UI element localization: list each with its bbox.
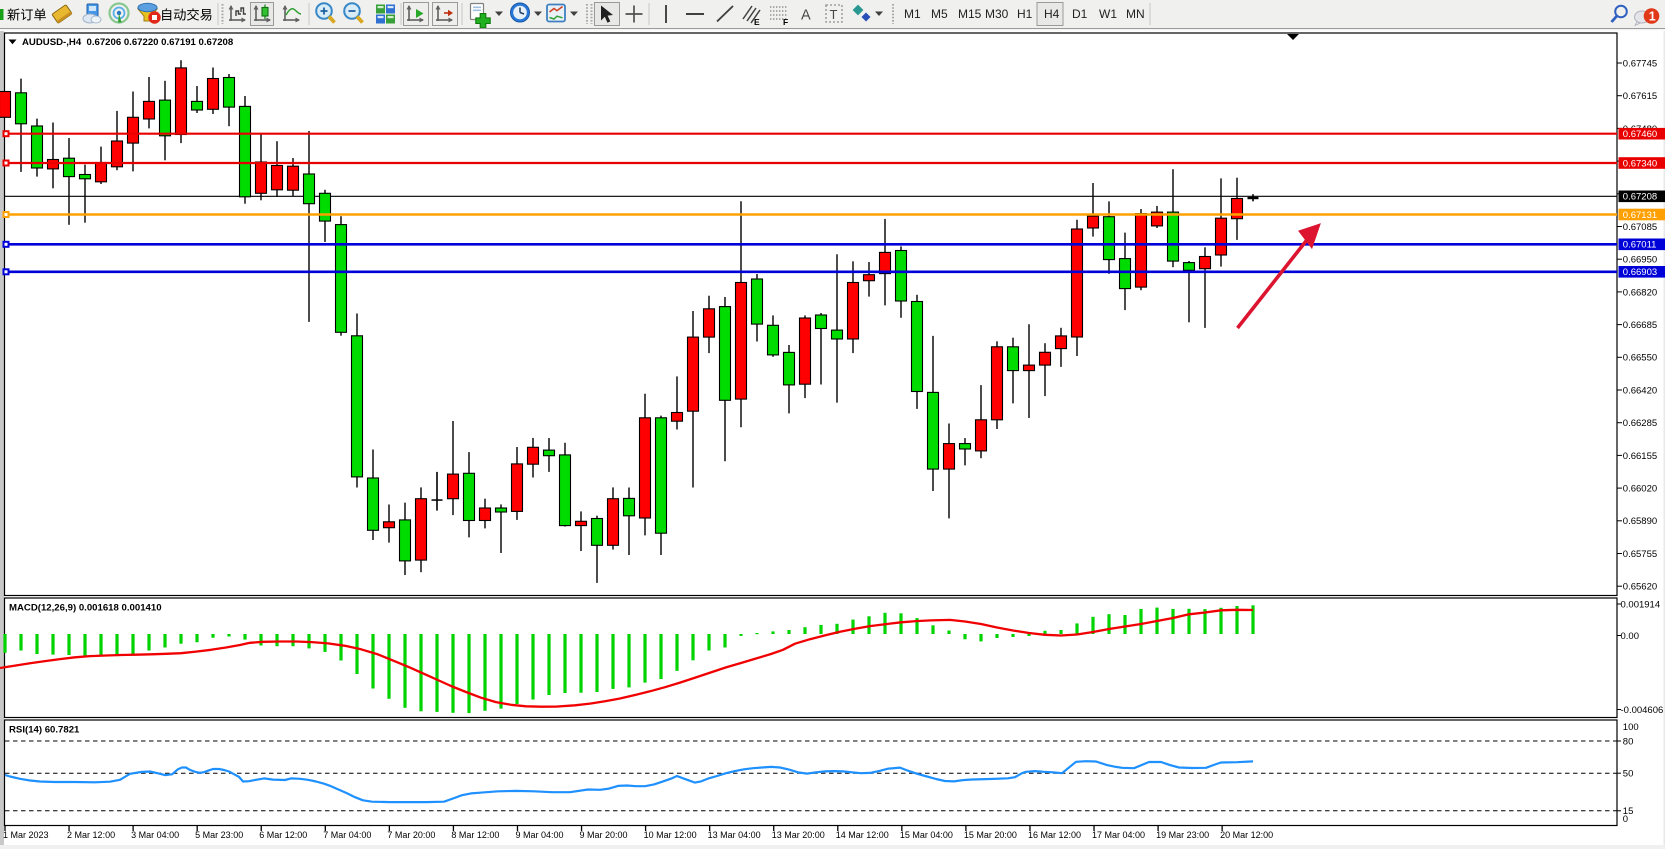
svg-text:H4: H4 (1044, 7, 1060, 21)
svg-text:80: 80 (1623, 736, 1634, 747)
svg-text:0.66285: 0.66285 (1623, 418, 1657, 429)
svg-text:F: F (783, 17, 788, 27)
svg-text:0.67460: 0.67460 (1623, 129, 1657, 140)
svg-text:0.67745: 0.67745 (1623, 58, 1657, 69)
svg-text:19 Mar 23:00: 19 Mar 23:00 (1156, 830, 1209, 840)
svg-text:0.65890: 0.65890 (1623, 516, 1657, 527)
svg-text:-0.004606: -0.004606 (1621, 705, 1664, 716)
svg-text:0.66155: 0.66155 (1623, 451, 1657, 462)
svg-text:1: 1 (1649, 10, 1656, 24)
svg-text:9 Mar 20:00: 9 Mar 20:00 (580, 830, 628, 840)
svg-text:7 Mar 04:00: 7 Mar 04:00 (323, 830, 371, 840)
svg-text:AUDUSD-,H4 0.67206 0.67220 0.: AUDUSD-,H4 0.67206 0.67220 0.67191 0.672… (22, 37, 234, 48)
svg-text:E: E (754, 17, 760, 27)
svg-text:1 Mar 2023: 1 Mar 2023 (3, 830, 49, 840)
svg-text:0.66950: 0.66950 (1623, 255, 1657, 266)
svg-text:0.65755: 0.65755 (1623, 549, 1657, 560)
svg-text:14 Mar 12:00: 14 Mar 12:00 (836, 830, 889, 840)
svg-text:3 Mar 04:00: 3 Mar 04:00 (131, 830, 179, 840)
svg-text:7 Mar 20:00: 7 Mar 20:00 (387, 830, 435, 840)
svg-text:0.66420: 0.66420 (1623, 385, 1657, 396)
svg-text:10 Mar 12:00: 10 Mar 12:00 (644, 830, 697, 840)
svg-text:T: T (830, 7, 838, 22)
svg-text:MACD(12,26,9) 0.001618 0.00141: MACD(12,26,9) 0.001618 0.001410 (9, 603, 162, 614)
svg-text:20 Mar 12:00: 20 Mar 12:00 (1220, 830, 1273, 840)
svg-text:15 Mar 20:00: 15 Mar 20:00 (964, 830, 1017, 840)
svg-text:RSI(14) 60.7821: RSI(14) 60.7821 (9, 725, 80, 736)
svg-text:0: 0 (1623, 814, 1628, 825)
svg-text:8 Mar 12:00: 8 Mar 12:00 (451, 830, 499, 840)
svg-text:13 Mar 04:00: 13 Mar 04:00 (708, 830, 761, 840)
svg-text:2 Mar 12:00: 2 Mar 12:00 (67, 830, 115, 840)
svg-text:5 Mar 23:00: 5 Mar 23:00 (195, 830, 243, 840)
svg-text:0.66903: 0.66903 (1623, 267, 1657, 278)
svg-text:100: 100 (1623, 722, 1639, 733)
svg-text:0.66550: 0.66550 (1623, 353, 1657, 364)
svg-text:13 Mar 20:00: 13 Mar 20:00 (772, 830, 825, 840)
svg-text:16 Mar 12:00: 16 Mar 12:00 (1028, 830, 1081, 840)
svg-text:17 Mar 04:00: 17 Mar 04:00 (1092, 830, 1145, 840)
svg-text:0.00: 0.00 (1621, 631, 1640, 642)
svg-text:D1: D1 (1072, 7, 1088, 21)
svg-text:0.67131: 0.67131 (1623, 210, 1657, 221)
svg-text:0.67615: 0.67615 (1623, 91, 1657, 102)
svg-text:0.66685: 0.66685 (1623, 320, 1657, 331)
svg-text:W1: W1 (1099, 7, 1117, 21)
svg-text:0.67085: 0.67085 (1623, 222, 1657, 233)
svg-text:15 Mar 04:00: 15 Mar 04:00 (900, 830, 953, 840)
svg-text:M5: M5 (931, 7, 948, 21)
svg-text:M30: M30 (985, 7, 1009, 21)
svg-text:0.66820: 0.66820 (1623, 287, 1657, 298)
svg-text:A: A (801, 8, 811, 24)
svg-text:0.67340: 0.67340 (1623, 158, 1657, 169)
svg-text:15: 15 (1623, 806, 1634, 817)
svg-text:0.001914: 0.001914 (1621, 599, 1661, 610)
svg-text:MN: MN (1126, 7, 1145, 21)
svg-text:0.66020: 0.66020 (1623, 484, 1657, 495)
svg-text:M15: M15 (958, 7, 982, 21)
svg-text:H1: H1 (1017, 7, 1033, 21)
svg-text:0.65620: 0.65620 (1623, 582, 1657, 593)
svg-text:6 Mar 12:00: 6 Mar 12:00 (259, 830, 307, 840)
svg-text:9 Mar 04:00: 9 Mar 04:00 (515, 830, 563, 840)
svg-text:M1: M1 (904, 7, 921, 21)
svg-text:0.67208: 0.67208 (1623, 192, 1657, 203)
svg-text:50: 50 (1623, 769, 1634, 780)
svg-text:0.67011: 0.67011 (1623, 240, 1657, 251)
